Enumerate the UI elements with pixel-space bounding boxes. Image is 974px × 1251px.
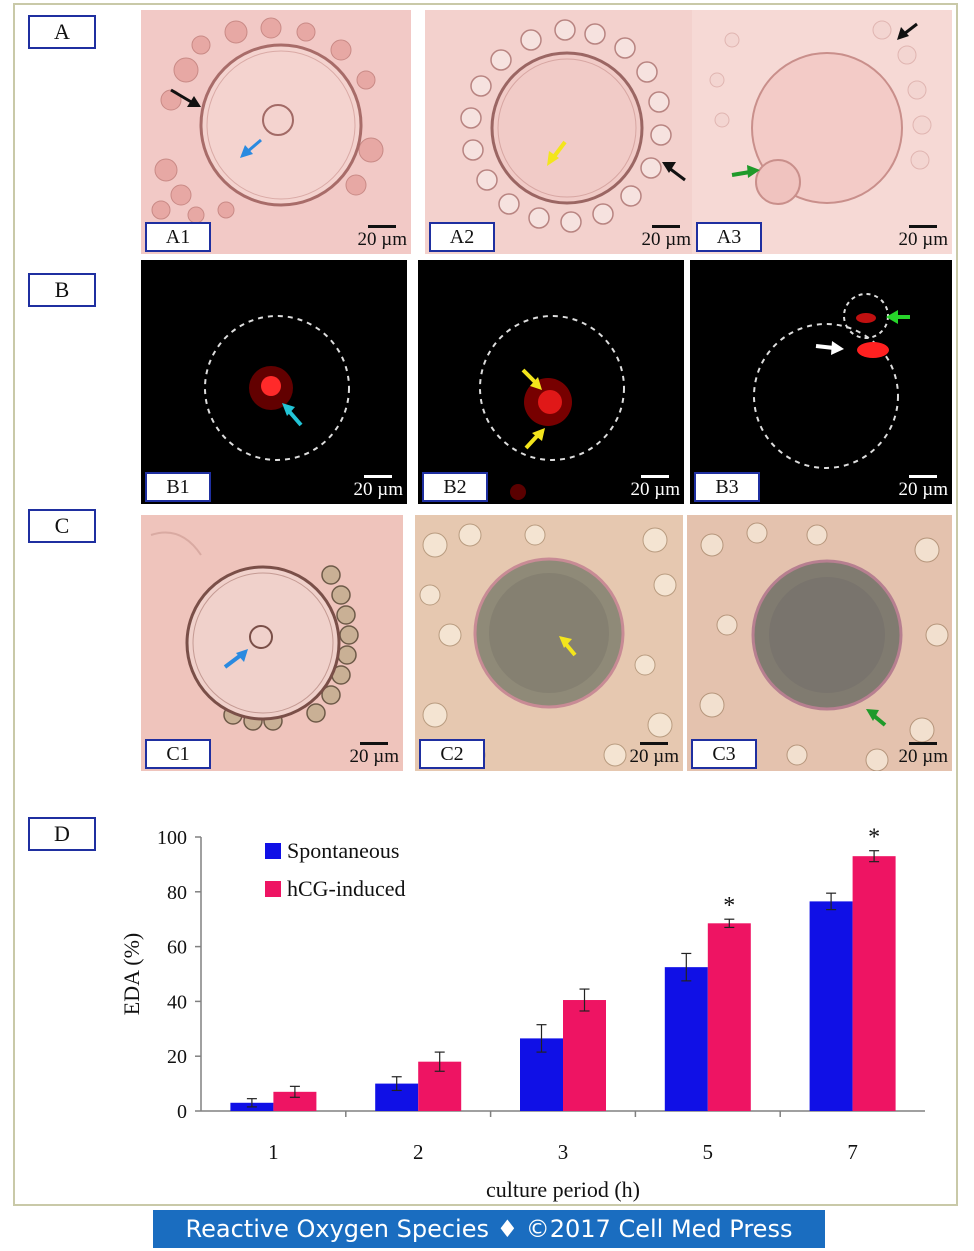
micrograph-b3: B3 20 µm — [690, 260, 952, 504]
scale-bar-b1: 20 µm — [354, 475, 403, 500]
y-tick-label: 0 — [177, 1101, 187, 1123]
scale-bar-a1: 20 µm — [358, 225, 407, 250]
x-axis-title: culture period (h) — [486, 1177, 640, 1202]
arrow-black-icon — [170, 88, 201, 107]
x-tick-label: 3 — [558, 1140, 569, 1164]
y-axis-title: EDA (%) — [119, 933, 144, 1015]
micrograph-c1: C1 20 µm — [141, 515, 403, 771]
bar-hcg-induced — [707, 923, 751, 1111]
scale-bar-b3: 20 µm — [899, 475, 948, 500]
arrow-green-icon — [731, 165, 760, 178]
arrow-green-icon — [866, 709, 887, 727]
scale-text-c3: 20 µm — [898, 746, 948, 767]
arrow-yellow-icon — [547, 140, 567, 166]
panel-label-a1: A1 — [145, 222, 211, 252]
scale-bar-c3: 20 µm — [899, 742, 948, 767]
scale-text-c2: 20 µm — [629, 746, 679, 767]
eda-bar-chart: 0 20 40 60 80 100 EDA (%) 1 2 3 5 * 7 * culture period… — [119, 825, 925, 1202]
x-tick-label: 1 — [268, 1140, 279, 1164]
scale-text-a3: 20 µm — [898, 229, 948, 250]
micrograph-b1: B1 20 µm — [141, 260, 407, 504]
arrow-yellow-icon — [559, 636, 577, 657]
legend-swatch — [265, 843, 281, 859]
x-tick-label: 7 — [847, 1140, 858, 1164]
bar-hcg-induced — [273, 1091, 317, 1111]
x-tick-label: 2 — [413, 1140, 424, 1164]
scale-bar-a3: 20 µm — [899, 225, 948, 250]
bar-hcg-induced — [563, 1000, 606, 1111]
micrograph-a1: A1 20 µm — [141, 10, 411, 254]
scale-bar-c2: 20 µm — [630, 742, 679, 767]
legend-label: Spontaneous — [287, 838, 399, 863]
scale-text-c1: 20 µm — [349, 746, 399, 767]
y-tick-label: 20 — [167, 1046, 187, 1068]
arrow-green-icon — [886, 310, 910, 324]
micrograph-a2: A2 20 µm — [425, 10, 695, 254]
significance-marker: * — [868, 825, 880, 851]
panel-label-c2: C2 — [419, 739, 485, 769]
arrow-cyan-icon — [282, 403, 303, 427]
bar-spontaneous — [664, 967, 708, 1111]
row-label-a: A — [28, 15, 96, 49]
scale-text-a1: 20 µm — [357, 229, 407, 250]
panel-label-b2: B2 — [422, 472, 488, 502]
micrograph-b2: B2 20 µm — [418, 260, 684, 504]
y-tick-label: 40 — [167, 991, 187, 1013]
panel-label-c3: C3 — [691, 739, 757, 769]
panel-label-a2: A2 — [429, 222, 495, 252]
footer-banner: Reactive Oxygen Species ♦ ©2017 Cell Med… — [153, 1210, 825, 1248]
panel-label-b3: B3 — [694, 472, 760, 502]
legend-swatch — [265, 881, 281, 897]
scale-bar-c1: 20 µm — [350, 742, 399, 767]
bar-spontaneous — [809, 901, 853, 1111]
legend-label: hCG-induced — [287, 876, 406, 901]
panel-label-b1: B1 — [145, 472, 211, 502]
micrograph-c3: C3 20 µm — [687, 515, 952, 771]
arrow-black-icon — [897, 22, 918, 40]
significance-marker: * — [723, 893, 735, 919]
y-tick-label: 80 — [167, 882, 187, 904]
figure-frame: A B C D A1 20 µm — [13, 3, 958, 1206]
x-tick-label: 5 — [703, 1140, 714, 1164]
scale-bar-a2: 20 µm — [642, 225, 691, 250]
panel-label-c1: C1 — [145, 739, 211, 769]
row-label-c: C — [28, 509, 96, 543]
row-label-b: B — [28, 273, 96, 307]
arrow-blue-icon — [223, 649, 248, 669]
micrograph-c2: C2 20 µm — [415, 515, 683, 771]
arrow-white-icon — [815, 341, 844, 355]
scale-text-b2: 20 µm — [630, 479, 680, 500]
arrow-black-icon — [662, 162, 686, 182]
scale-text-b3: 20 µm — [898, 479, 948, 500]
scale-text-a2: 20 µm — [641, 229, 691, 250]
row-label-d: D — [28, 817, 96, 851]
arrow-blue-icon — [240, 138, 262, 158]
y-tick-label: 60 — [167, 937, 187, 959]
arrow-yellow-icon — [521, 368, 545, 450]
scale-text-b1: 20 µm — [353, 479, 403, 500]
micrograph-a3: A3 20 µm — [692, 10, 952, 254]
scale-bar-b2: 20 µm — [631, 475, 680, 500]
panel-label-a3: A3 — [696, 222, 762, 252]
bar-hcg-induced — [852, 856, 896, 1111]
y-tick-label: 100 — [157, 827, 187, 849]
